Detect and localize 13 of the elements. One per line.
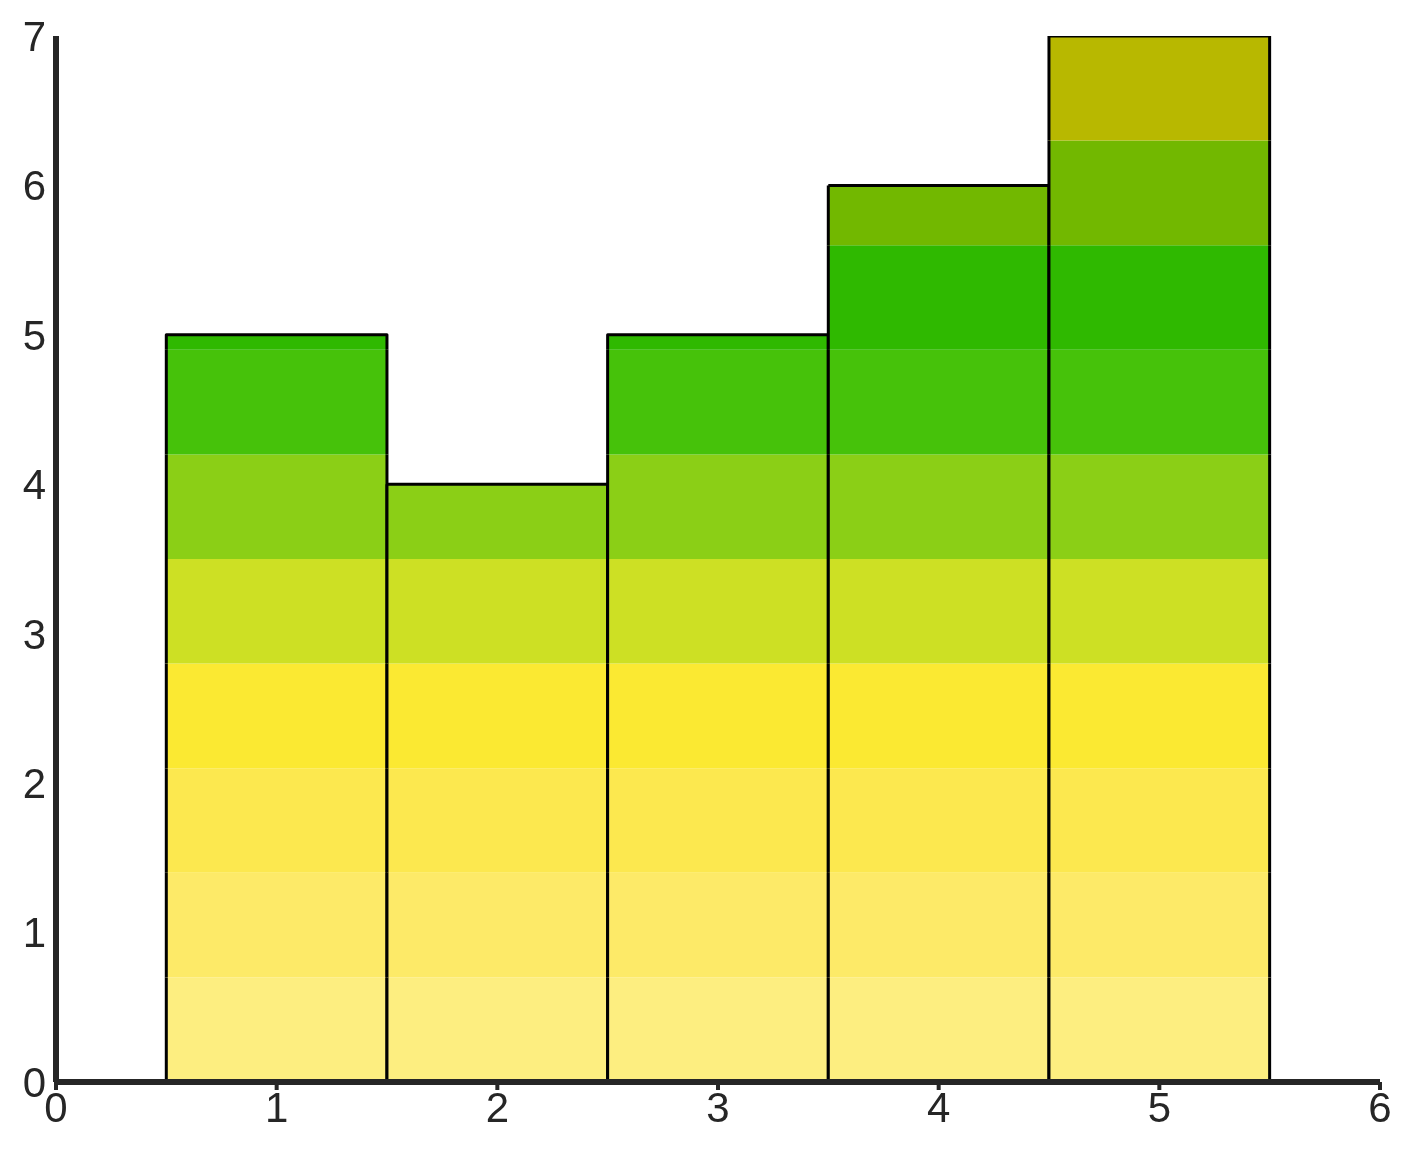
x-tick-label: 2 <box>485 1083 510 1131</box>
x-tick-label: 6 <box>1368 1083 1392 1131</box>
y-tick-label: 2 <box>22 760 46 808</box>
y-tick-label: 5 <box>22 311 46 359</box>
x-tick-label: 4 <box>926 1083 951 1131</box>
y-tick-label: 6 <box>22 162 46 210</box>
x-tick-label: 3 <box>706 1083 730 1131</box>
y-tick-label: 7 <box>22 12 46 60</box>
y-tick-label: 1 <box>22 909 46 957</box>
x-tick-label: 5 <box>1147 1083 1172 1131</box>
y-tick-label: 4 <box>22 461 46 509</box>
y-tick-label: 3 <box>22 610 46 658</box>
x-tick-label: 1 <box>264 1083 289 1131</box>
